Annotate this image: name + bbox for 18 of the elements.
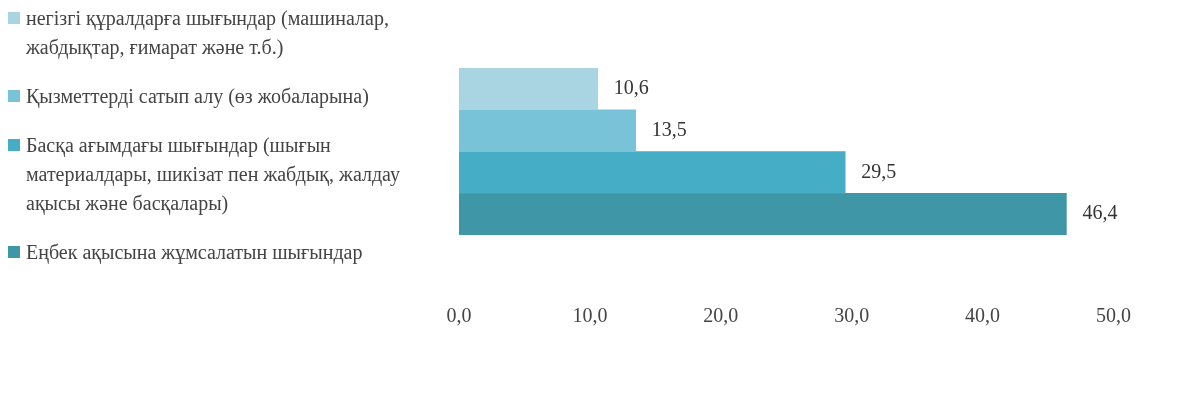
data-label: 10,6 (613, 76, 649, 99)
legend-label: Еңбек ақысына жұмсалатын шығындар (26, 240, 363, 266)
data-label: 46,4 (1082, 201, 1118, 224)
data-label: 29,5 (861, 159, 897, 182)
x-tick-label: 40,0 (965, 304, 1001, 327)
bar (459, 68, 599, 111)
x-tick-label: 50,0 (1096, 304, 1131, 327)
bar (459, 192, 1067, 235)
x-tick-label: 20,0 (703, 304, 739, 327)
x-tick-label: 10,0 (572, 304, 608, 327)
legend-label: Басқа ағымдағы шығындар (шығын материалдары, шикізат пен жабдық, жалдау ақысы және басқалары) (26, 133, 401, 217)
x-tick-label: 0,0 (446, 304, 472, 327)
x-tick-label: 30,0 (834, 304, 870, 327)
bar (459, 151, 846, 194)
legend-label: негізгі құралдарға шығындар (машиналар, жабдықтар, ғимарат және т.б.) (26, 6, 390, 61)
data-label: 13,5 (651, 117, 687, 140)
legend-label: Қызметтерді сатып алу (өз жобаларына) (26, 84, 369, 110)
bar (459, 109, 637, 152)
